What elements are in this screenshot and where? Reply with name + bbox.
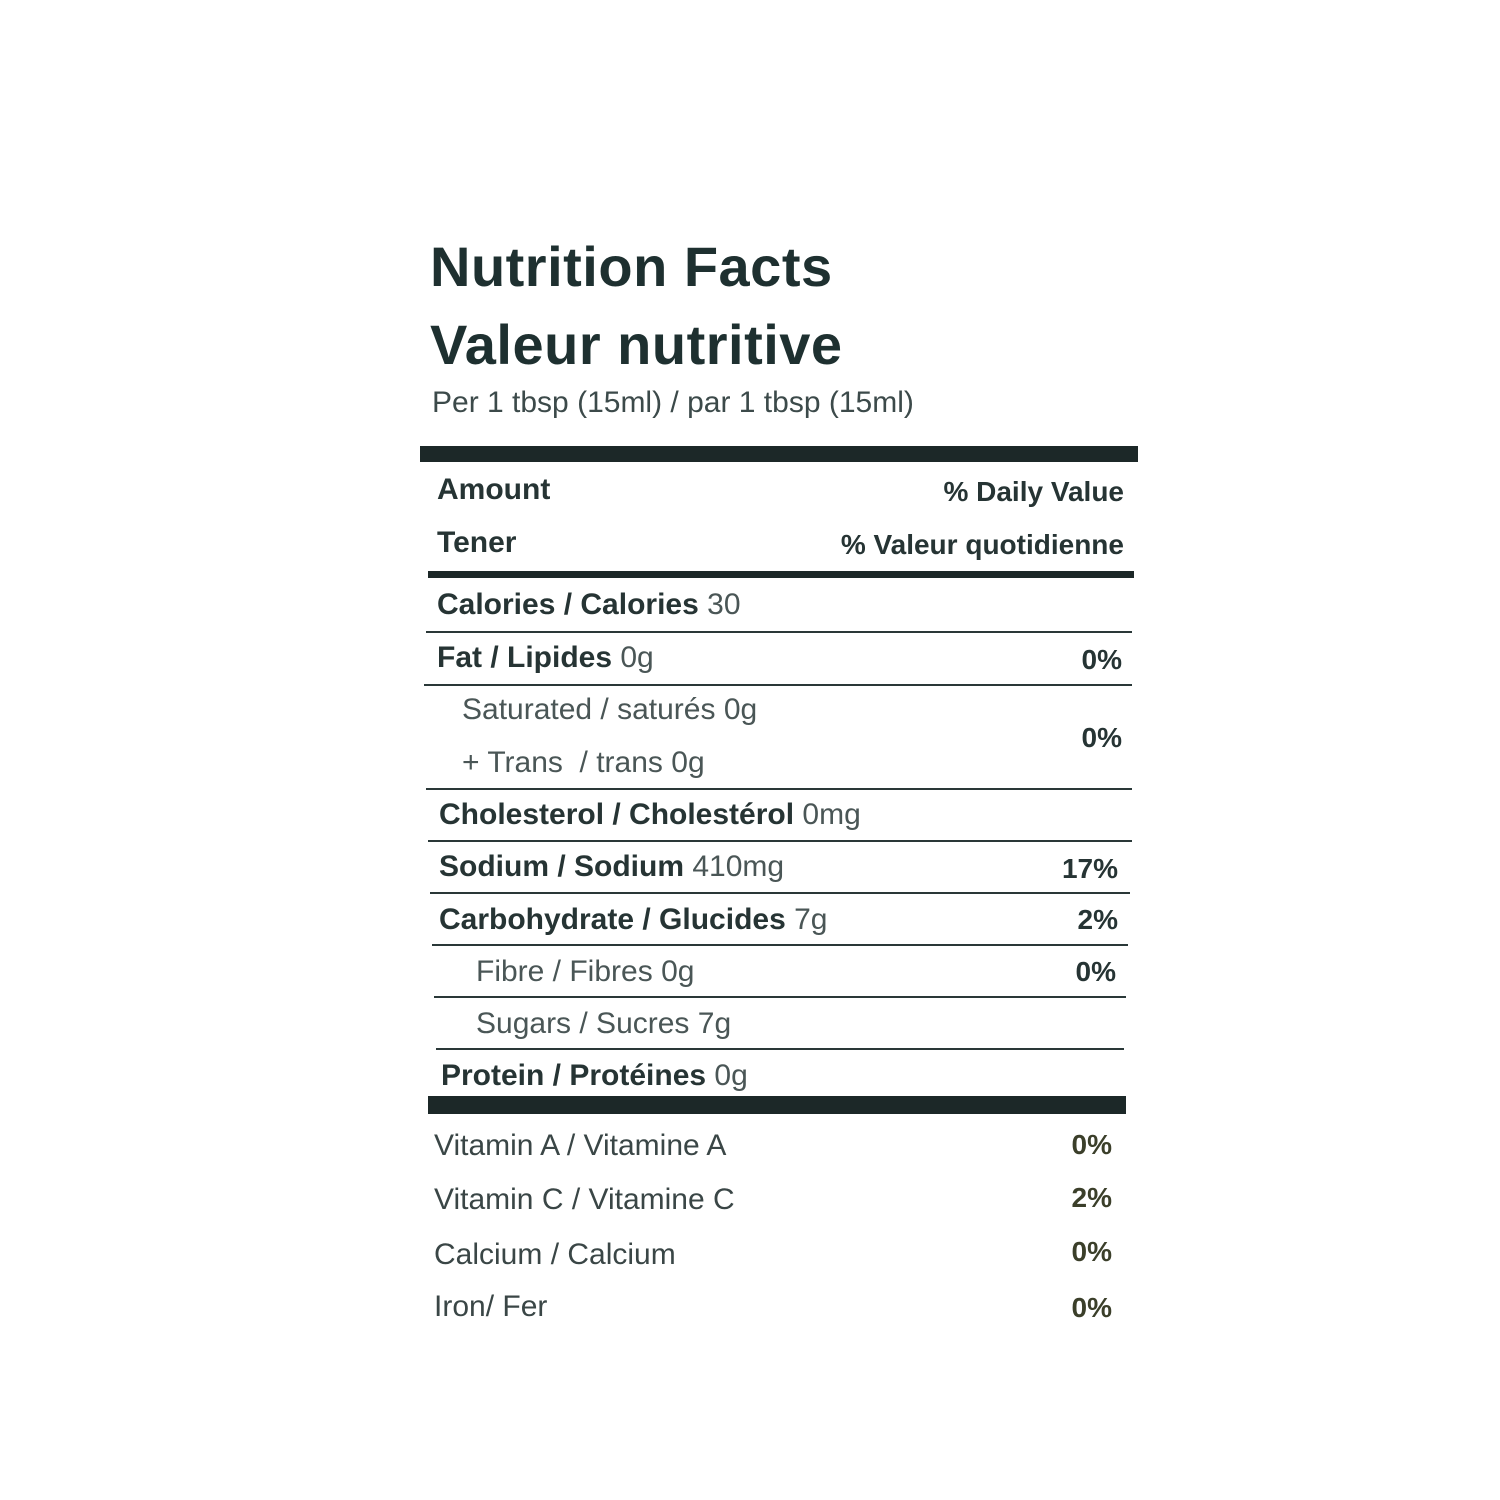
saturated-amount: 0g [723, 693, 758, 726]
carbohydrate-row: Carbohydrate / Glucides 7g [439, 903, 827, 937]
trans-amount: 0g [671, 746, 705, 779]
sugars-amount: 7g [697, 1007, 732, 1040]
cholesterol-amount: 0mg [802, 798, 861, 831]
saturated-trans-dv: 0% [1081, 722, 1122, 753]
row-divider [432, 944, 1128, 946]
vitamin-c-dv: 2% [1071, 1182, 1112, 1213]
sodium-label: Sodium / Sodium [439, 850, 684, 883]
sodium-amount: 410mg [692, 850, 785, 883]
carbohydrate-amount: 7g [794, 903, 828, 936]
title-english: Nutrition Facts [430, 235, 833, 298]
fat-label: Fat / Lipides [437, 641, 613, 674]
fat-amount: 0g [620, 641, 654, 674]
vitamin-c-label: Vitamin C / Vitamine C [434, 1183, 735, 1216]
protein-amount: 0g [714, 1059, 748, 1092]
calories-amount: 30 [707, 588, 741, 621]
iron-label: Iron/ Fer [434, 1290, 548, 1323]
sodium-row: Sodium / Sodium 410mg [439, 850, 784, 884]
daily-value-heading: % Daily Value [943, 476, 1124, 507]
protein-label: Protein / Protéines [441, 1059, 707, 1092]
tener-heading: Tener [437, 526, 517, 559]
saturated-label: Saturated / saturés [462, 693, 716, 726]
fibre-row: Fibre / Fibres 0g [476, 955, 694, 989]
row-divider [430, 892, 1130, 894]
fibre-label: Fibre / Fibres [476, 955, 653, 988]
lower-thick-bar [428, 1096, 1126, 1114]
calories-row: Calories / Calories 30 [437, 588, 741, 622]
title-french: Valeur nutritive [430, 313, 843, 376]
amount-heading: Amount [437, 473, 551, 506]
row-divider [424, 684, 1132, 686]
header-bar [428, 571, 1134, 578]
row-divider [436, 1048, 1124, 1050]
top-thick-bar [420, 446, 1138, 462]
vitamin-a-label: Vitamin A / Vitamine A [434, 1129, 727, 1162]
cholesterol-label: Cholesterol / Cholestérol [439, 798, 795, 831]
trans-row: + Trans / trans 0g [462, 746, 705, 780]
calcium-dv: 0% [1071, 1236, 1112, 1267]
nutrition-facts-label: Nutrition Facts Valeur nutritive Per 1 t… [420, 230, 1140, 1340]
row-divider [426, 788, 1132, 790]
protein-row: Protein / Protéines 0g [441, 1059, 748, 1093]
cholesterol-row: Cholesterol / Cholestérol 0mg [439, 798, 861, 832]
serving-size: Per 1 tbsp (15ml) / par 1 tbsp (15ml) [432, 386, 914, 419]
fat-dv: 0% [1081, 644, 1122, 675]
iron-dv: 0% [1071, 1292, 1112, 1323]
valeur-quotidienne-heading: % Valeur quotidienne [840, 529, 1124, 560]
fibre-amount: 0g [661, 955, 695, 988]
row-divider [426, 631, 1132, 633]
sodium-dv: 17% [1061, 853, 1118, 884]
calcium-label: Calcium / Calcium [434, 1238, 676, 1271]
calories-label: Calories / Calories [437, 588, 699, 621]
trans-label: + Trans / trans [462, 746, 663, 779]
sugars-label: Sugars / Sucres [476, 1007, 690, 1040]
row-divider [428, 840, 1132, 842]
sugars-row: Sugars / Sucres 7g [476, 1007, 731, 1041]
carbohydrate-label: Carbohydrate / Glucides [439, 903, 786, 936]
vitamin-a-dv: 0% [1071, 1129, 1112, 1160]
carbohydrate-dv: 2% [1077, 904, 1118, 935]
row-divider [434, 996, 1126, 998]
fat-row: Fat / Lipides 0g [437, 641, 654, 675]
fibre-dv: 0% [1075, 956, 1116, 987]
saturated-row: Saturated / saturés 0g [462, 693, 757, 727]
